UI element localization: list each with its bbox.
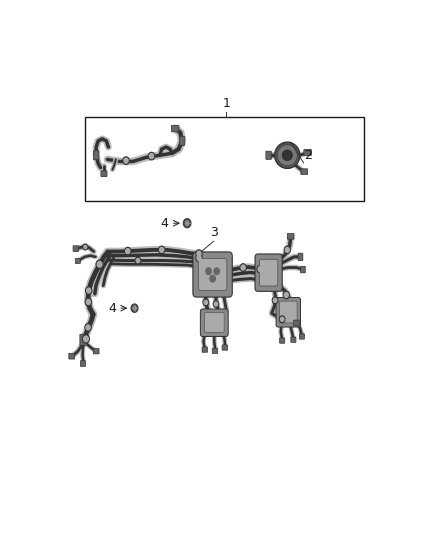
- Ellipse shape: [275, 142, 300, 168]
- FancyBboxPatch shape: [93, 151, 99, 160]
- Circle shape: [148, 152, 155, 160]
- Circle shape: [84, 245, 87, 248]
- Circle shape: [87, 288, 91, 293]
- FancyBboxPatch shape: [193, 252, 232, 297]
- Circle shape: [284, 293, 288, 297]
- Circle shape: [149, 154, 154, 158]
- FancyBboxPatch shape: [276, 297, 300, 327]
- FancyBboxPatch shape: [69, 353, 74, 359]
- Circle shape: [125, 247, 131, 255]
- FancyBboxPatch shape: [73, 246, 78, 252]
- Circle shape: [285, 247, 290, 252]
- FancyBboxPatch shape: [291, 337, 296, 342]
- FancyBboxPatch shape: [279, 338, 285, 343]
- Circle shape: [126, 248, 130, 254]
- FancyBboxPatch shape: [279, 301, 297, 323]
- Circle shape: [206, 268, 211, 274]
- FancyBboxPatch shape: [179, 136, 185, 146]
- Circle shape: [159, 246, 165, 254]
- FancyBboxPatch shape: [93, 349, 99, 354]
- FancyBboxPatch shape: [300, 266, 305, 273]
- Circle shape: [83, 244, 88, 250]
- FancyBboxPatch shape: [81, 361, 85, 366]
- Circle shape: [83, 335, 89, 343]
- FancyBboxPatch shape: [298, 253, 303, 261]
- Text: 3: 3: [210, 226, 218, 239]
- FancyBboxPatch shape: [266, 151, 271, 159]
- FancyBboxPatch shape: [222, 345, 227, 350]
- FancyBboxPatch shape: [299, 334, 304, 339]
- Circle shape: [280, 317, 284, 321]
- Circle shape: [185, 221, 189, 225]
- FancyBboxPatch shape: [212, 348, 218, 353]
- Circle shape: [86, 287, 92, 294]
- FancyBboxPatch shape: [172, 125, 179, 132]
- FancyBboxPatch shape: [202, 347, 208, 352]
- FancyBboxPatch shape: [304, 149, 311, 156]
- Circle shape: [85, 298, 92, 306]
- Circle shape: [283, 292, 290, 298]
- Circle shape: [159, 247, 164, 252]
- Circle shape: [184, 219, 191, 228]
- Text: 4: 4: [161, 217, 169, 230]
- Circle shape: [97, 261, 102, 267]
- Circle shape: [196, 250, 202, 257]
- Ellipse shape: [282, 150, 292, 160]
- Circle shape: [133, 306, 136, 310]
- Circle shape: [214, 268, 219, 274]
- Text: 4: 4: [108, 302, 116, 314]
- FancyBboxPatch shape: [198, 259, 227, 290]
- Circle shape: [196, 254, 202, 262]
- FancyBboxPatch shape: [294, 320, 299, 326]
- FancyBboxPatch shape: [101, 171, 107, 176]
- FancyBboxPatch shape: [287, 233, 294, 239]
- FancyBboxPatch shape: [75, 259, 81, 263]
- Circle shape: [136, 259, 140, 263]
- Text: 2: 2: [304, 149, 312, 161]
- Circle shape: [213, 301, 219, 308]
- Circle shape: [84, 336, 88, 342]
- Circle shape: [257, 265, 263, 273]
- FancyBboxPatch shape: [259, 260, 278, 286]
- Circle shape: [197, 256, 201, 261]
- Circle shape: [258, 266, 262, 272]
- Circle shape: [123, 157, 129, 164]
- Text: 1: 1: [222, 97, 230, 110]
- Circle shape: [279, 316, 285, 322]
- Circle shape: [273, 298, 277, 302]
- FancyBboxPatch shape: [255, 254, 282, 292]
- FancyBboxPatch shape: [80, 334, 87, 345]
- FancyBboxPatch shape: [200, 309, 228, 336]
- Circle shape: [240, 264, 246, 271]
- Circle shape: [241, 265, 245, 270]
- Circle shape: [210, 276, 215, 282]
- Circle shape: [85, 324, 91, 331]
- Circle shape: [131, 304, 138, 312]
- Bar: [85, 117, 364, 201]
- Circle shape: [284, 246, 290, 254]
- Circle shape: [272, 297, 278, 304]
- Circle shape: [197, 251, 201, 256]
- Circle shape: [214, 302, 218, 306]
- Circle shape: [86, 300, 90, 304]
- Circle shape: [135, 257, 141, 264]
- Ellipse shape: [277, 145, 297, 166]
- Circle shape: [86, 325, 90, 330]
- Circle shape: [96, 260, 103, 268]
- FancyBboxPatch shape: [301, 169, 307, 175]
- Circle shape: [124, 158, 128, 163]
- FancyBboxPatch shape: [205, 313, 224, 333]
- Circle shape: [203, 299, 208, 306]
- Circle shape: [204, 301, 208, 304]
